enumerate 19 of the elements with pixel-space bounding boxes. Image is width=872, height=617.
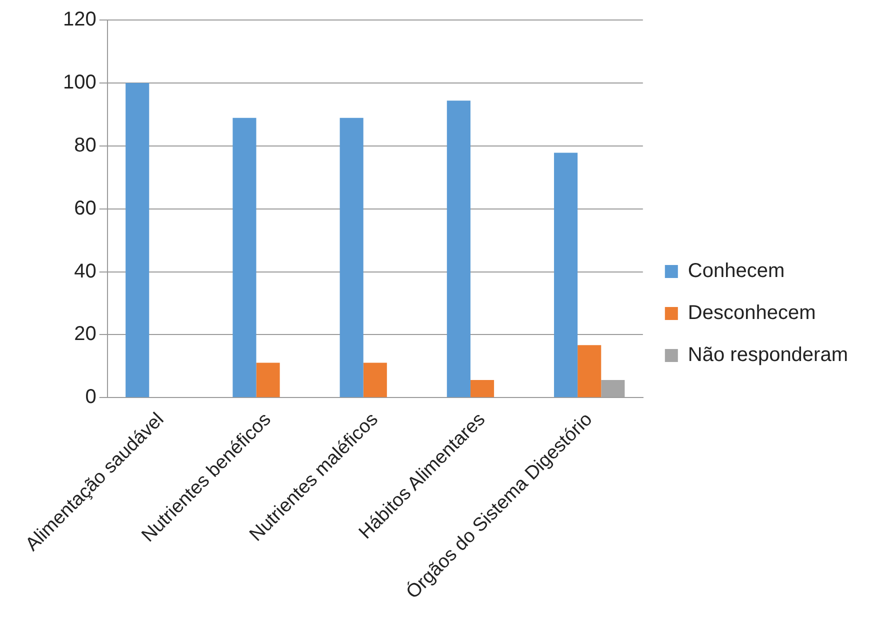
y-tick-label: 20: [74, 323, 96, 346]
bar: [232, 118, 256, 398]
y-tick-label: 40: [74, 260, 96, 282]
legend-label: Não responderam: [688, 344, 848, 366]
y-tick-label: 120: [62, 8, 96, 31]
bar: [446, 100, 470, 398]
bar: [126, 82, 150, 398]
bar: [363, 362, 387, 398]
legend-label: Conhecem: [688, 260, 785, 282]
bar: [470, 380, 494, 398]
y-tick-label: 100: [62, 71, 96, 94]
legend-label: Desconhecem: [688, 302, 816, 324]
bar: [256, 362, 280, 398]
y-tick-label: 0: [85, 386, 96, 408]
bar: [340, 118, 364, 398]
y-tick-label: 60: [74, 197, 96, 220]
y-tick-label: 80: [74, 134, 96, 156]
bar: [578, 345, 602, 398]
bar: [554, 152, 578, 398]
